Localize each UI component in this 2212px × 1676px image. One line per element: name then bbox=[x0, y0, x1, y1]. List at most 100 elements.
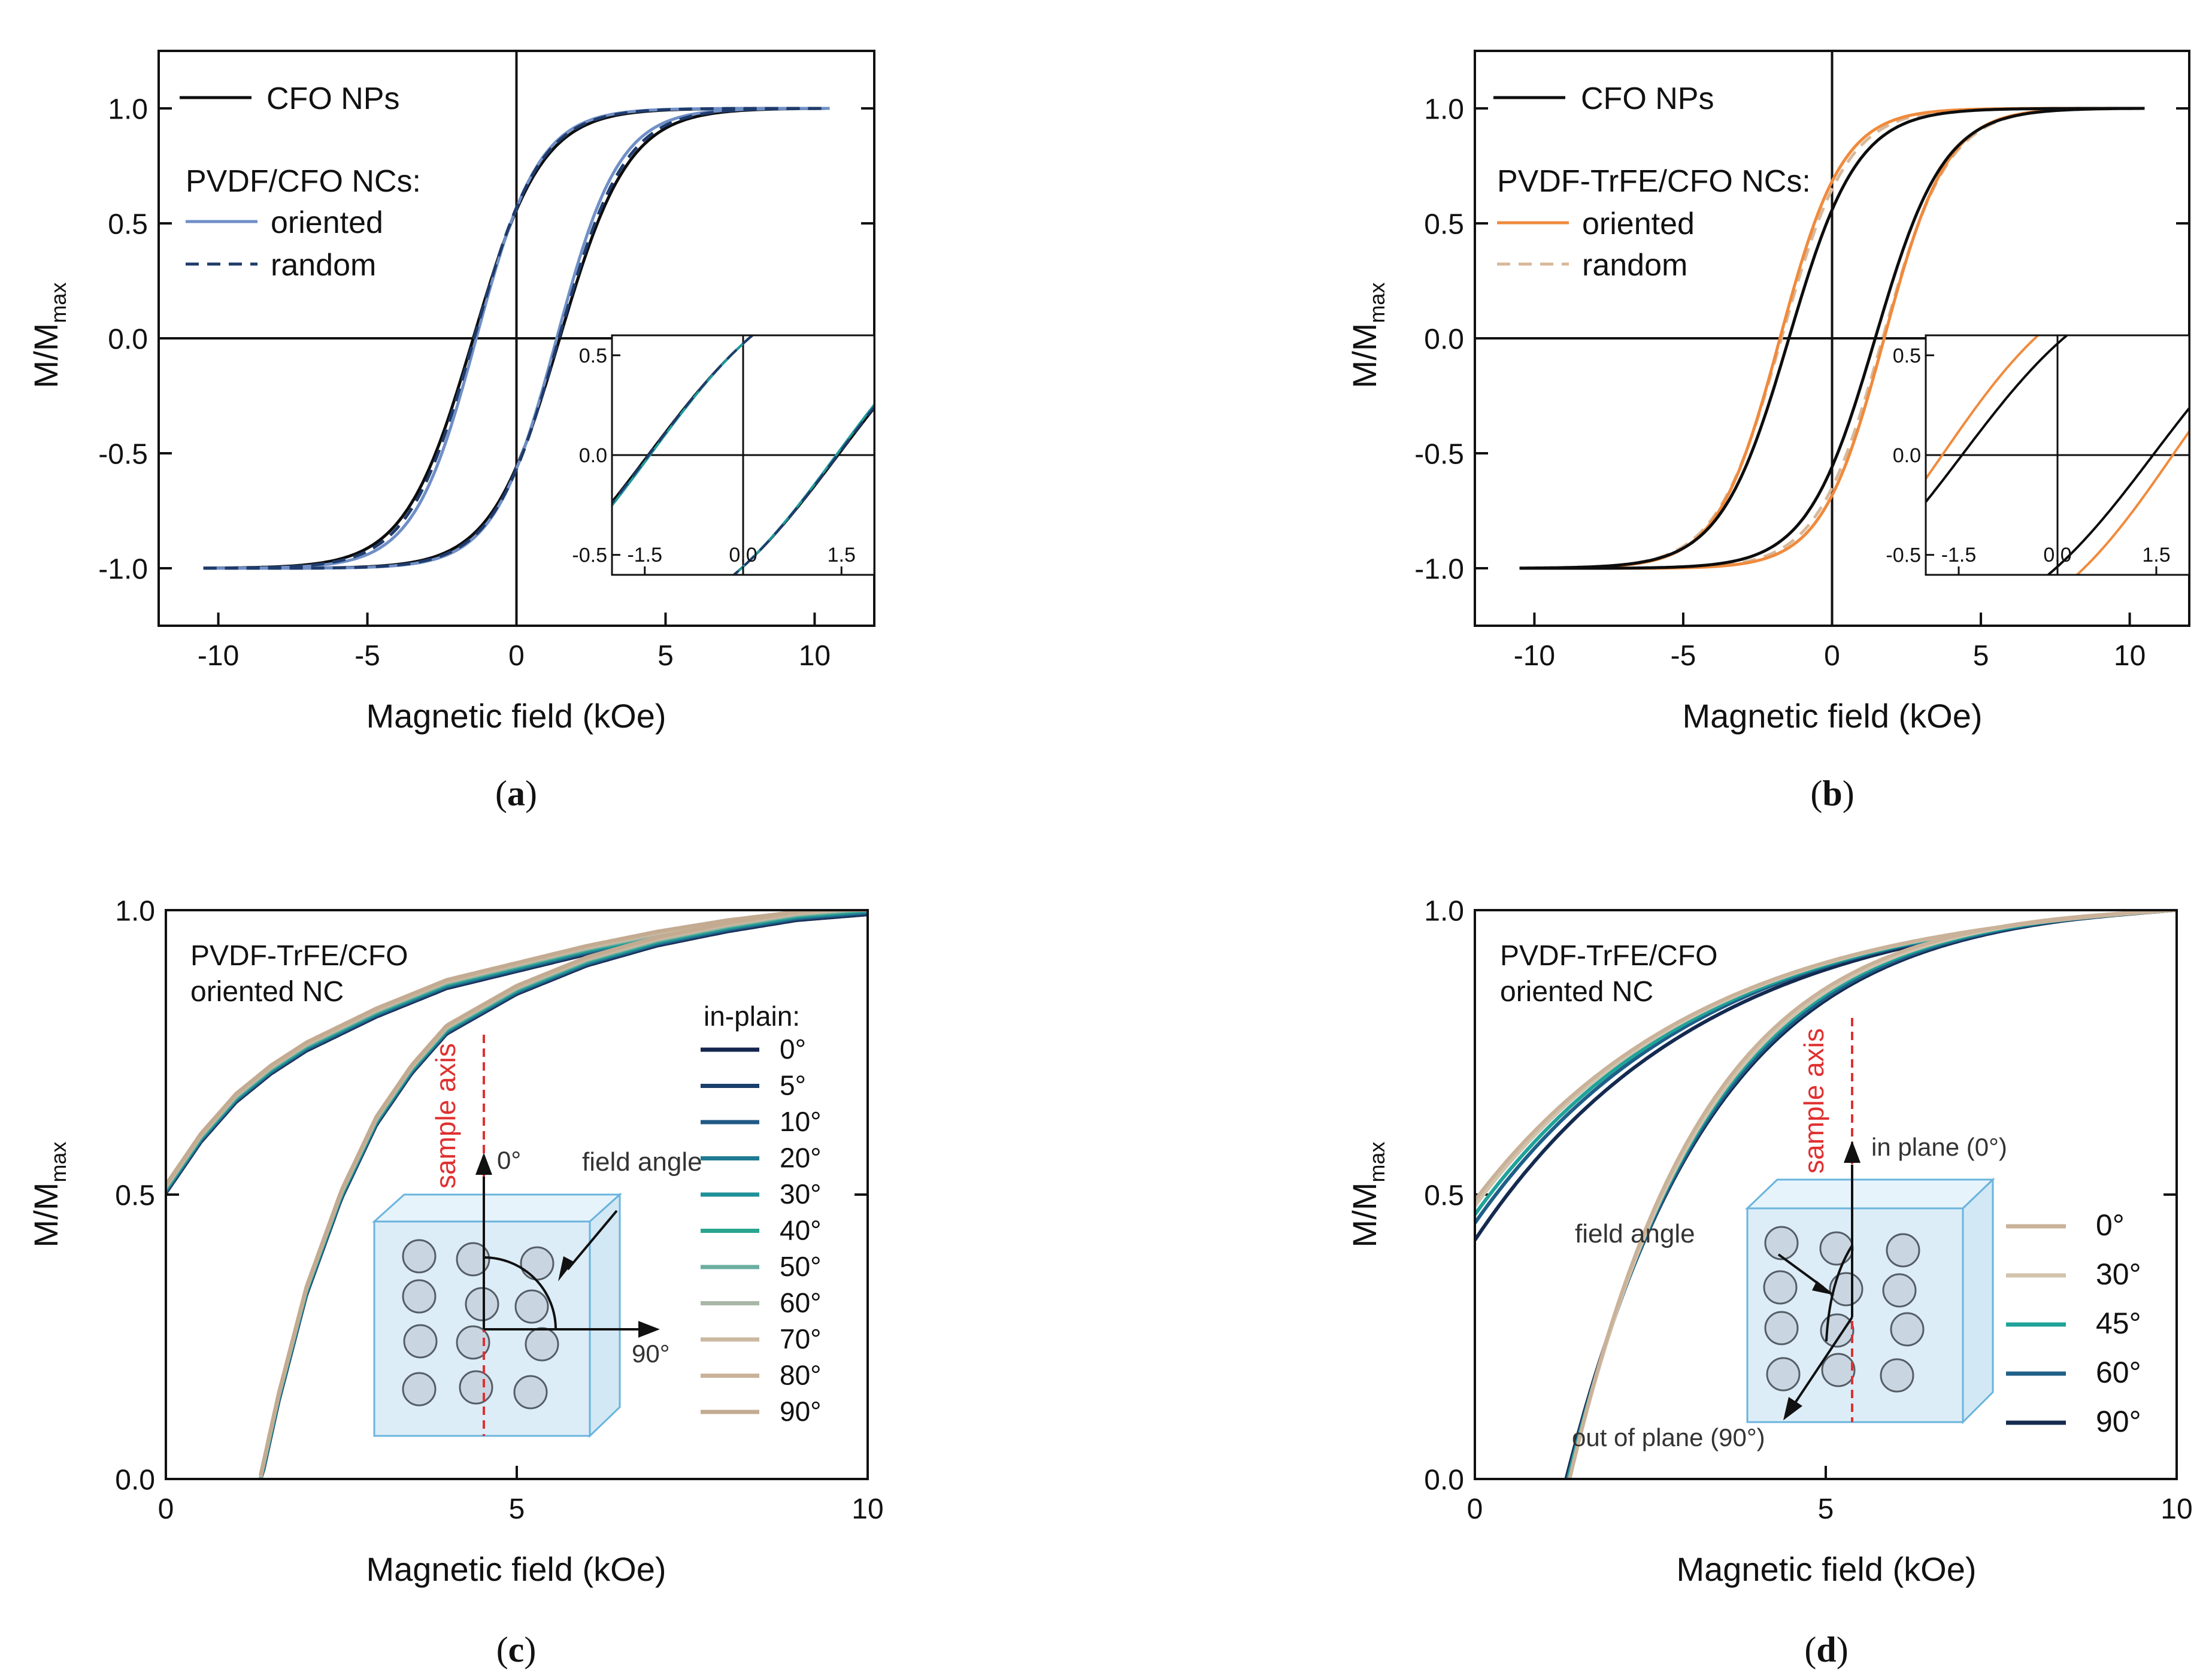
y-tick-label: 0.5 bbox=[108, 208, 148, 240]
field-angle-label: field angle bbox=[1575, 1219, 1695, 1248]
particle bbox=[456, 1242, 490, 1277]
cube-side-face bbox=[1962, 1177, 1994, 1425]
panel-b-y-ticks: -1.0 -0.5 0.0 0.5 1.0 bbox=[1414, 93, 2189, 585]
panel-a-x-label: Magnetic field (kOe) bbox=[366, 697, 666, 735]
panel-d-annotation-line1: PVDF-TrFE/CFO bbox=[1500, 940, 1718, 972]
panel-d-caption: (d) bbox=[1804, 1630, 1848, 1669]
particle-grid bbox=[402, 1239, 559, 1410]
particle bbox=[513, 1375, 548, 1410]
particle bbox=[1821, 1353, 1856, 1387]
panel-d-x-ticks: 0 5 10 bbox=[1467, 1466, 2193, 1525]
arrow-out-head bbox=[1783, 1397, 1802, 1420]
legend-b-label-random: random bbox=[1582, 248, 1687, 283]
x-tick-label: -10 bbox=[1514, 640, 1555, 672]
y-tick-label: 0.5 bbox=[1424, 208, 1464, 240]
particle bbox=[1819, 1231, 1854, 1266]
panel-b-y-label: M/Mmax bbox=[1346, 283, 1389, 389]
panel-b-inset-frame bbox=[1925, 334, 2190, 576]
legend-d-label-2: 45° bbox=[2096, 1307, 2141, 1340]
field-angle-pointer-line bbox=[1777, 1253, 1825, 1289]
panel-d: M/Mmax 0 5 10 0.0 0.5 1.0 Magnetic field (kO… bbox=[1346, 895, 2193, 1669]
particle bbox=[514, 1289, 549, 1324]
arrow-up-head bbox=[475, 1153, 492, 1175]
panel-b-caption: (b) bbox=[1810, 774, 1854, 813]
panel-d-y-label: M/Mmax bbox=[1346, 1142, 1389, 1248]
inset-x-tick-label: 1.5 bbox=[2142, 544, 2170, 566]
legend-d-label-0: 0° bbox=[2096, 1208, 2125, 1242]
legend-c-label-4: 30° bbox=[780, 1178, 822, 1210]
panel-d-legend: 0° 30° 45° 60° 90° bbox=[2006, 1208, 2141, 1438]
y-tick-label: 1.0 bbox=[115, 895, 155, 927]
curve-upper-10 bbox=[166, 910, 868, 1186]
field-angle-pointer-line bbox=[566, 1210, 618, 1271]
legend-b-label-oriented: oriented bbox=[1582, 207, 1695, 241]
inset-curve-oriented-desc bbox=[1926, 335, 2040, 481]
panel-a-y-label: M/Mmax bbox=[27, 283, 71, 389]
legend-c-label-2: 10° bbox=[780, 1106, 822, 1137]
x-tick-label: -5 bbox=[354, 640, 380, 672]
out-of-plane-label: out of plane (90°) bbox=[1572, 1423, 1765, 1451]
x-tick-label: 0 bbox=[158, 1493, 174, 1525]
particle bbox=[465, 1287, 499, 1322]
curve-lower-0 bbox=[1568, 910, 2177, 1479]
cube-top-face bbox=[1745, 1178, 1995, 1210]
y-tick-label: 0.5 bbox=[115, 1180, 155, 1211]
legend-a-label-oriented: oriented bbox=[271, 205, 383, 240]
curve-random-desc bbox=[203, 107, 830, 570]
x-tick-label: 0 bbox=[1824, 640, 1840, 672]
x-tick-label: -5 bbox=[1671, 640, 1696, 672]
arrow-up-head bbox=[1844, 1141, 1860, 1163]
panel-c: M/Mmax 0 5 10 0.0 0.5 1.0 Magnetic field (kO… bbox=[27, 895, 884, 1669]
legend-a-label-random: random bbox=[271, 248, 376, 283]
panel-c-schematic: sample axis 0° 90° field angle bbox=[372, 1035, 702, 1438]
legend-a-label-cfo: CFO NPs bbox=[266, 81, 399, 116]
angle-right-label: 90° bbox=[632, 1339, 670, 1368]
panel-a-legend: CFO NPs PVDF/CFO NCs: oriented random bbox=[180, 81, 421, 283]
panel-b-legend: CFO NPs PVDF-TrFE/CFO NCs: oriented rand… bbox=[1493, 81, 1811, 283]
y-tick-label: 0.0 bbox=[108, 323, 148, 355]
y-tick-label: 1.0 bbox=[1424, 895, 1464, 927]
inset-x-tick-label: -1.5 bbox=[1941, 544, 1977, 566]
inset-y-tick-label: -0.5 bbox=[572, 544, 607, 567]
panel-a-inset: -1.5 0.0 1.5 -0.5 0.0 0.5 bbox=[572, 334, 875, 576]
field-angle-pointer-head bbox=[558, 1256, 574, 1281]
panel-a-y-ticks: -1.0 -0.5 0.0 0.5 1.0 bbox=[98, 93, 874, 585]
panel-a-curves bbox=[203, 107, 830, 570]
panel-c-legend: in-plain: 0° 5° 10° 20° 30° 40° 50° 60° 70° 80° 90… bbox=[701, 1001, 822, 1427]
legend-c-label-3: 20° bbox=[780, 1142, 822, 1174]
panel-c-x-label: Magnetic field (kOe) bbox=[366, 1550, 666, 1588]
panel-a: M/Mmax -10 -5 0 5 10 -1.0 -0.5 0.0 0.5 1.0 Magne… bbox=[27, 50, 875, 813]
panel-b-x-label: Magnetic field (kOe) bbox=[1682, 697, 1982, 735]
x-tick-label: 5 bbox=[657, 640, 674, 672]
x-tick-label: 5 bbox=[1818, 1493, 1834, 1525]
inset-x-tick-label: 0.0 bbox=[2043, 544, 2071, 566]
x-tick-label: 5 bbox=[1973, 640, 1989, 672]
x-tick-label: 0 bbox=[1467, 1493, 1483, 1525]
in-plane-label: in plane (0°) bbox=[1871, 1133, 2007, 1161]
y-tick-label: -0.5 bbox=[98, 438, 148, 470]
legend-c-heading: in-plain: bbox=[704, 1001, 800, 1032]
legend-c-label-5: 40° bbox=[780, 1215, 822, 1246]
legend-a-heading: PVDF/CFO NCs: bbox=[186, 164, 421, 199]
panel-c-frame bbox=[165, 909, 869, 1480]
inset-curve-random-desc bbox=[612, 335, 754, 505]
panel-d-frame bbox=[1474, 909, 2178, 1480]
inset-curve-oriented-asc bbox=[2075, 429, 2189, 575]
curve-lower-10 bbox=[259, 910, 868, 1475]
legend-c-label-1: 5° bbox=[780, 1070, 806, 1101]
legend-d-label-3: 60° bbox=[2096, 1356, 2141, 1389]
inset-x-tick-label: 1.5 bbox=[828, 544, 856, 566]
curve-cfo-nps-desc bbox=[1519, 107, 2145, 570]
y-tick-label: 0.0 bbox=[115, 1464, 155, 1496]
panel-d-schematic: sample axis in plane (0°) out of plane (… bbox=[1572, 1018, 2007, 1451]
x-tick-label: 10 bbox=[799, 640, 831, 672]
y-tick-label: 1.0 bbox=[108, 93, 148, 125]
inset-y-tick-label: -0.5 bbox=[1886, 544, 1921, 567]
x-tick-label: -10 bbox=[198, 640, 239, 672]
angle-top-label: 0° bbox=[497, 1146, 521, 1174]
particle bbox=[1764, 1311, 1799, 1345]
x-tick-label: 10 bbox=[852, 1493, 883, 1525]
particle-grid bbox=[1763, 1226, 1925, 1393]
particle bbox=[1880, 1358, 1914, 1393]
y-tick-label: 0.5 bbox=[1424, 1180, 1464, 1211]
